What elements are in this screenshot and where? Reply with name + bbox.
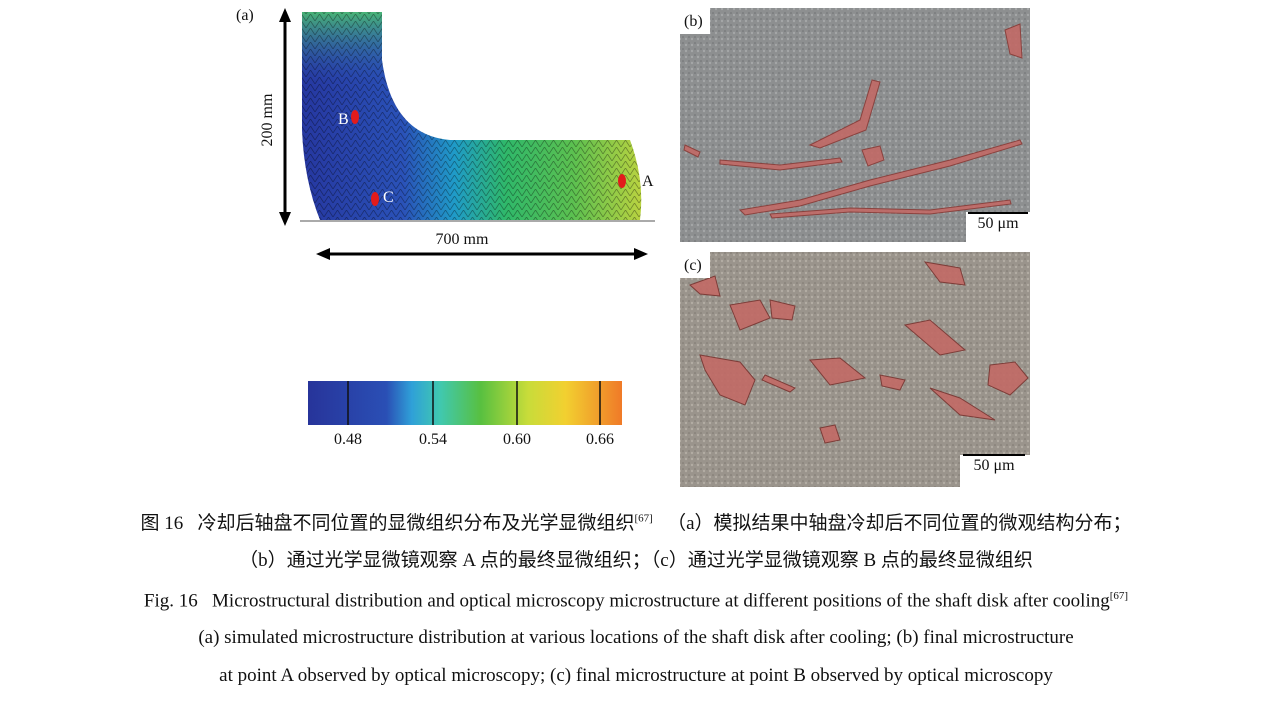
arrow-heads — [279, 8, 648, 260]
fig-number: Fig. 16 — [143, 590, 198, 612]
shaft-model — [300, 12, 655, 222]
caption-title: 冷却后轴盘不同位置的显微组织分布及光学显微组织 — [197, 513, 635, 534]
caption-title: Microstructural distribution and optical… — [212, 590, 1110, 612]
point-label: B — [338, 111, 349, 128]
micrograph-b — [680, 8, 1030, 242]
micrograph-c — [680, 252, 1030, 487]
colorbar-tick-label: 0.54 — [419, 431, 447, 448]
point-label: C — [383, 189, 394, 206]
caption-zh-line: （b）通过光学显微镜观察 A 点的最终显微组织；（c）通过光学显微镜观察 B 点… — [239, 550, 1033, 571]
figure: (a) B C A 200 mm 700 mm 0.48 0.54 0.60 0… — [236, 7, 1030, 487]
colorbar — [308, 381, 622, 425]
colorbar-tick-label: 0.48 — [334, 431, 362, 448]
colorbar-tick-label: 0.66 — [586, 431, 614, 448]
dimension-label: 700 mm — [436, 231, 489, 248]
scale-bar-label: 50 μm — [973, 457, 1015, 474]
colorbar-tick-label: 0.60 — [503, 431, 531, 448]
fig-number: 图 16 — [140, 513, 184, 534]
caption-zh-line: 图 16 冷却后轴盘不同位置的显微组织分布及光学显微组织[67] （a）模拟结果… — [0, 508, 1272, 535]
scale-bar-label: 50 μm — [977, 215, 1019, 232]
dimension-label: 200 mm — [259, 93, 276, 146]
caption-en-line: Fig. 16 Microstructural distribution and… — [0, 590, 1272, 612]
panel-label: (b) — [684, 13, 703, 30]
citation: [67] — [1109, 590, 1129, 602]
panel-label: (a) — [236, 7, 254, 24]
dimension-arrows — [283, 18, 638, 256]
caption-en-line: (a) simulated microstructure distributio… — [198, 627, 1074, 648]
panel-label: (c) — [684, 257, 702, 274]
caption-text: （a）模拟结果中轴盘冷却后不同位置的微观结构分布； — [667, 513, 1132, 534]
caption-en-line: at point A observed by optical microscop… — [219, 665, 1053, 686]
citation: [67] — [634, 512, 653, 525]
point-label: A — [642, 173, 654, 190]
